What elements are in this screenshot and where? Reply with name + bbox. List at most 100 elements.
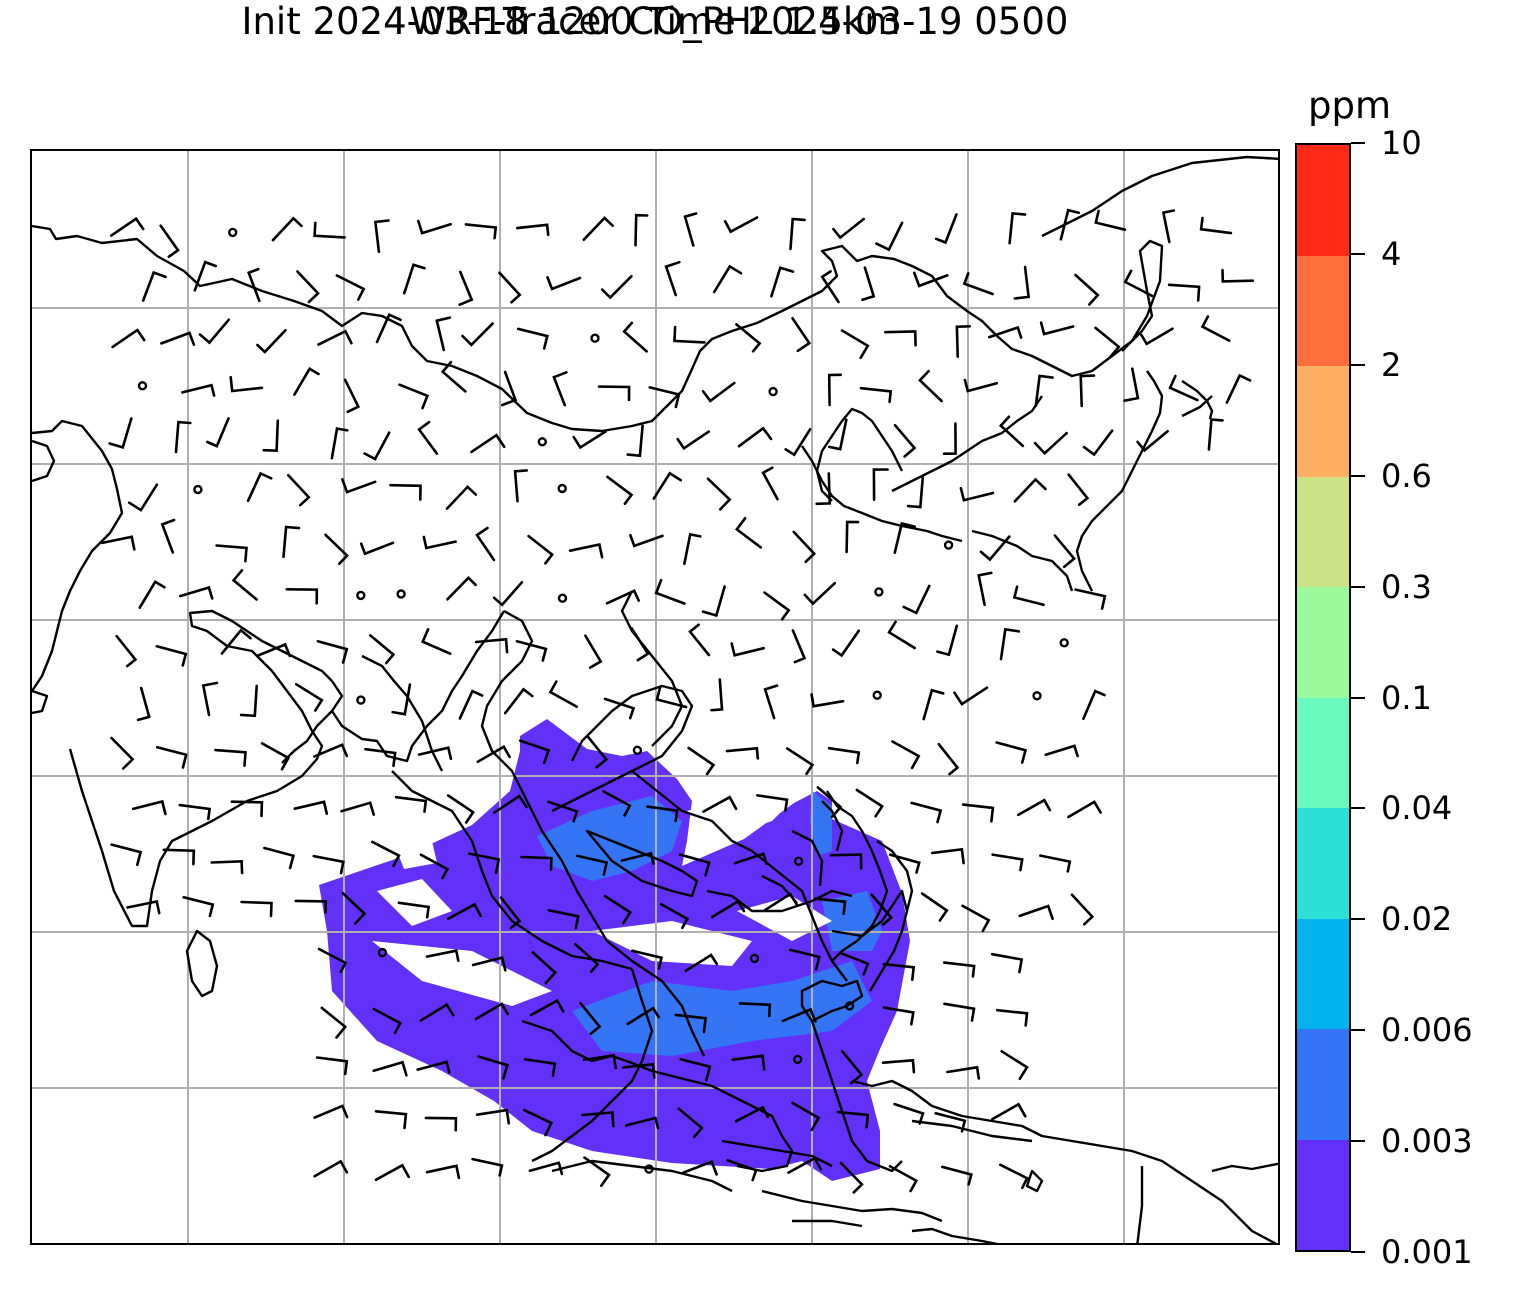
coastline [826,790,889,962]
wind-barb [389,483,422,501]
wind-barb [341,891,367,925]
wind-barb [918,369,943,403]
calm-wind-marker [768,386,778,397]
wind-barb [474,1002,509,1021]
wind-barb [403,263,426,295]
wind-barb [953,686,989,706]
wind-barb [887,620,916,650]
wind-barb [552,371,568,407]
wind-barb [913,271,949,288]
wind-barb [626,1006,660,1026]
wind-barb [884,330,917,347]
wind-barb [625,1116,660,1130]
wind-barb [888,1164,919,1193]
wind-barb [546,276,582,291]
calm-wind-marker [632,745,643,755]
coastline [821,800,844,852]
wind-barb [816,786,843,819]
wind-barb [239,684,258,718]
wind-barb [1136,429,1169,453]
coastline [480,609,706,1057]
wind-barb [417,219,452,235]
wind-barb [520,855,553,871]
wind-barb [872,468,889,501]
plume-mid-concentration [537,796,682,881]
wind-barb [214,748,247,767]
colorbar-segment [1297,366,1349,477]
wind-barb [701,381,736,403]
wind-barb [178,585,214,600]
wind-barb [788,948,821,971]
wind-barb [677,1107,704,1139]
wind-barb [791,629,807,664]
wind-barb [138,580,166,609]
wind-barb [527,534,555,565]
wind-barb [582,1053,617,1070]
wind-barb [756,794,789,812]
plume-gap [372,941,552,1006]
colorbar-tick [1351,252,1365,255]
wind-barb [1082,689,1106,720]
wind-barb [827,746,861,765]
wind-barb [374,1110,408,1130]
wind-barb [1016,798,1052,817]
coastline [792,1219,863,1228]
wind-barb [568,542,604,559]
map-title-line2: Init 2024-03-18 1200 Time 2024-03-19 050… [241,0,1069,43]
calm-wind-marker [872,690,882,700]
wind-barb [330,427,349,460]
wind-barb [1012,585,1045,607]
wind-barb [371,840,401,868]
wind-barb [263,846,295,870]
coastline [831,889,909,992]
wind-barb [160,518,176,554]
wind-barb [839,1161,864,1194]
colorbar-segment [1297,476,1349,587]
wind-barb [605,589,640,605]
wind-barb [108,417,133,450]
colorbar-segment [1297,145,1349,256]
wind-barb [763,684,779,720]
wind-barb [841,1050,864,1085]
wind-barb [162,848,196,866]
wind-barb [1221,268,1255,283]
colorbar-tick-label: 0.1 [1381,678,1432,717]
wind-barb [178,803,212,821]
wind-barb [285,588,319,605]
wind-barb [1167,283,1201,302]
wind-barb [733,852,768,865]
wind-barb [870,893,894,926]
wind-barb [881,1058,916,1074]
wind-barb [296,270,320,304]
wind-barb [875,221,904,252]
wind-barb [581,1111,615,1128]
plume-mid-concentration [822,891,882,951]
wind-barb [220,628,252,655]
coastline [620,590,684,747]
colorbar-tick [1351,1029,1365,1032]
colorbar-tick-label: 0.02 [1381,900,1453,939]
wind-barb [317,329,353,346]
wind-barb [654,578,686,605]
wind-barb [674,1013,708,1034]
colorbar-tick [1351,807,1365,810]
wind-barb [398,383,430,410]
wind-barb [574,942,600,973]
wind-barb [763,591,791,621]
calm-wind-marker [874,587,884,597]
wind-barb [1225,373,1252,404]
wind-barb [659,902,690,930]
wind-barb [734,517,763,549]
wind-barb [282,525,301,559]
calm-wind-marker [356,590,366,601]
wind-barb [110,216,145,237]
wind-barb [891,740,921,770]
colorbar-tick-label: 4 [1381,234,1402,273]
wind-barb [937,742,960,776]
wind-barb [629,533,664,548]
wind-barb [737,426,773,448]
wind-barb [174,420,192,454]
coastline [911,1227,999,1243]
wind-barb [787,1156,823,1174]
wind-barb [682,1160,718,1176]
